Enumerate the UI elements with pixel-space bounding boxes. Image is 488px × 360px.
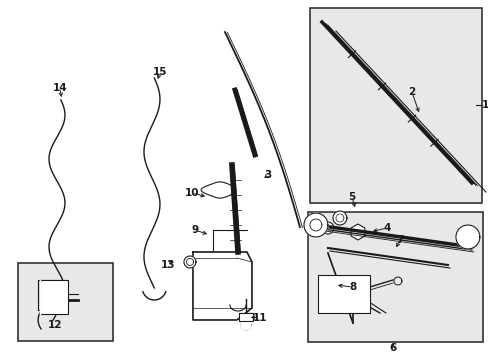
Text: 11: 11 [252, 313, 266, 323]
Text: 8: 8 [348, 282, 356, 292]
Text: 13: 13 [161, 260, 175, 270]
Bar [40, 280, 68, 314]
Text: 10: 10 [184, 188, 199, 198]
Text: 1: 1 [481, 100, 488, 110]
Polygon shape [304, 213, 327, 237]
Text: 9: 9 [191, 225, 198, 235]
Bar [18, 263, 113, 341]
Polygon shape [201, 182, 234, 198]
Polygon shape [455, 225, 479, 249]
Polygon shape [321, 278, 352, 310]
Polygon shape [321, 222, 333, 234]
Polygon shape [241, 320, 250, 330]
Text: 2: 2 [407, 87, 415, 97]
Text: 6: 6 [388, 343, 396, 353]
Bar [309, 8, 481, 203]
Bar [307, 212, 482, 342]
Bar [239, 313, 252, 321]
Bar [317, 275, 369, 313]
Text: 12: 12 [48, 320, 62, 330]
Text: 3: 3 [264, 170, 271, 180]
Polygon shape [183, 256, 196, 268]
Text: 4: 4 [383, 223, 390, 233]
Polygon shape [332, 211, 346, 225]
Text: 15: 15 [152, 67, 167, 77]
Polygon shape [193, 252, 251, 320]
Text: 14: 14 [53, 83, 67, 93]
Text: 5: 5 [347, 192, 355, 202]
Polygon shape [350, 224, 364, 240]
Text: 7: 7 [395, 235, 403, 245]
